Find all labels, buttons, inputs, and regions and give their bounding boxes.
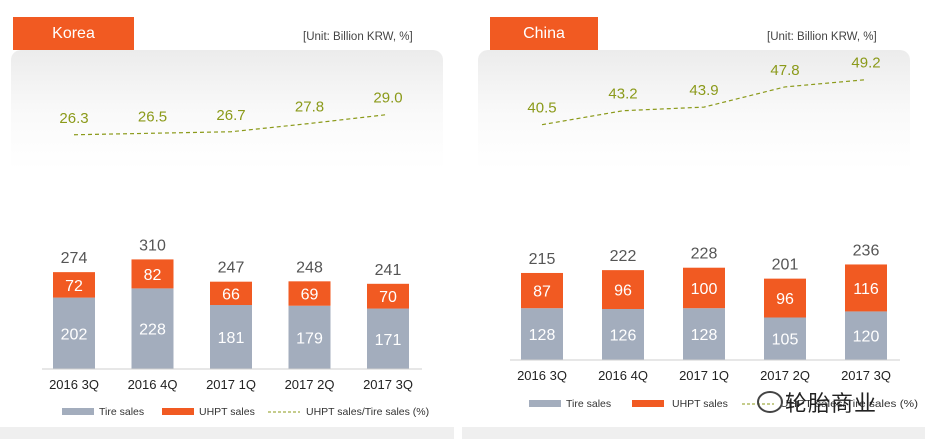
ratio-label: 29.0 — [373, 90, 402, 107]
korea-panel: Korea [Unit: Billion KRW, %] 202 72 274 201… — [0, 0, 454, 439]
total-label: 222 — [610, 248, 637, 265]
uhpt-sales-label: 66 — [222, 286, 240, 303]
ratio-label: 26.7 — [216, 107, 245, 124]
uhpt-sales-label: 72 — [65, 278, 83, 295]
ratio-label: 43.2 — [608, 86, 637, 103]
watermark-icon — [757, 391, 783, 413]
tire-sales-label: 181 — [218, 330, 245, 347]
x-tick-label: 2016 3Q — [517, 368, 567, 383]
total-label: 247 — [218, 260, 245, 277]
x-tick-label: 2017 3Q — [363, 377, 413, 392]
legend-tire-label: Tire sales — [99, 406, 144, 418]
tire-sales-bar — [521, 308, 563, 360]
ratio-label: 40.5 — [527, 100, 556, 117]
china-chart: 128 87 215 2016 3Q 126 96 222 2016 4Q 128 100 228 2… — [510, 55, 918, 410]
total-label: 228 — [691, 246, 718, 263]
tire-sales-label: 128 — [691, 327, 718, 344]
ratio-line — [73, 113, 389, 136]
ratio-label: 49.2 — [851, 55, 880, 72]
legend-ratio-label: UHPT sales/Tire sales (%) — [780, 398, 918, 410]
tire-sales-label: 179 — [296, 330, 323, 347]
uhpt-sales-label: 69 — [301, 287, 319, 304]
legend-uhpt-swatch — [632, 400, 664, 407]
x-tick-label: 2017 3Q — [841, 368, 891, 383]
x-tick-label: 2017 1Q — [206, 377, 256, 392]
china-header-shade — [478, 50, 910, 170]
china-unit-label: [Unit: Billion KRW, %] — [767, 31, 877, 43]
korea-bottom-strip — [0, 427, 454, 439]
china-panel: China [Unit: Billion KRW, %] 128 87 215 201… — [462, 0, 925, 439]
korea-unit-label: [Unit: Billion KRW, %] — [303, 31, 413, 43]
uhpt-sales-bar — [131, 259, 174, 289]
tire-sales-bar — [602, 308, 644, 360]
tire-sales-bar — [764, 317, 806, 360]
legend-tire-label: Tire sales — [566, 398, 611, 410]
x-tick-label: 2017 1Q — [679, 368, 729, 383]
tire-sales-bar — [53, 297, 95, 369]
x-tick-label: 2016 3Q — [49, 377, 99, 392]
legend-ratio-label: UHPT sales/Tire sales (%) — [306, 406, 429, 418]
uhpt-sales-bar — [764, 278, 806, 318]
uhpt-sales-label: 87 — [533, 284, 551, 301]
korea-tab: Korea — [13, 17, 134, 50]
total-label: 310 — [139, 237, 166, 254]
uhpt-sales-bar — [602, 270, 644, 309]
uhpt-sales-label: 100 — [691, 281, 718, 298]
uhpt-sales-bar — [521, 272, 563, 309]
ratio-label: 27.8 — [295, 99, 324, 116]
tire-sales-bar — [683, 308, 725, 360]
uhpt-sales-bar — [845, 264, 887, 312]
x-tick-label: 2017 2Q — [285, 377, 335, 392]
ratio-label: 26.5 — [138, 108, 167, 125]
tire-sales-label: 171 — [375, 332, 402, 349]
uhpt-sales-bar — [210, 281, 252, 306]
korea-header-shade — [11, 50, 443, 170]
tire-sales-label: 128 — [529, 327, 556, 344]
uhpt-sales-label: 82 — [144, 267, 162, 284]
tire-sales-label: 105 — [772, 332, 799, 349]
tire-sales-label: 202 — [61, 326, 88, 343]
ratio-line — [541, 79, 867, 126]
x-tick-label: 2016 4Q — [128, 377, 178, 392]
uhpt-sales-bar — [288, 281, 331, 306]
uhpt-sales-bar — [53, 272, 95, 298]
ratio-label: 43.9 — [689, 82, 718, 99]
uhpt-sales-label: 96 — [614, 283, 632, 300]
tire-sales-bar — [131, 288, 174, 369]
china-tab: China — [490, 17, 598, 50]
tire-sales-bar — [845, 311, 887, 360]
legend-tire-swatch — [529, 400, 561, 407]
legend-uhpt-label: UHPT sales — [672, 398, 728, 410]
total-label: 236 — [853, 242, 880, 259]
uhpt-sales-label: 96 — [776, 291, 794, 308]
ratio-label: 47.8 — [770, 62, 799, 79]
legend-uhpt-swatch — [162, 408, 194, 415]
uhpt-sales-label: 116 — [853, 281, 879, 298]
korea-chart: 202 72 274 2016 3Q 228 82 310 2016 4Q 181 66 247 20… — [42, 90, 429, 418]
total-label: 215 — [529, 251, 556, 268]
total-label: 241 — [375, 262, 402, 279]
ratio-label: 26.3 — [59, 110, 88, 127]
tire-sales-label: 126 — [610, 327, 637, 344]
tire-sales-label: 120 — [853, 329, 880, 346]
legend-tire-swatch — [62, 408, 94, 415]
x-tick-label: 2016 4Q — [598, 368, 648, 383]
tire-sales-bar — [210, 305, 252, 369]
china-bottom-strip — [462, 427, 925, 439]
total-label: 201 — [772, 257, 799, 274]
uhpt-sales-bar — [367, 283, 409, 309]
uhpt-sales-bar — [683, 267, 725, 309]
total-label: 248 — [296, 259, 323, 276]
uhpt-sales-label: 70 — [379, 289, 397, 306]
watermark-text: 轮胎商业 — [785, 391, 878, 416]
x-tick-label: 2017 2Q — [760, 368, 810, 383]
total-label: 274 — [61, 250, 88, 267]
tire-sales-label: 228 — [139, 322, 166, 339]
tire-sales-bar — [288, 305, 331, 369]
legend-uhpt-label: UHPT sales — [199, 406, 255, 418]
tire-sales-bar — [367, 308, 409, 369]
